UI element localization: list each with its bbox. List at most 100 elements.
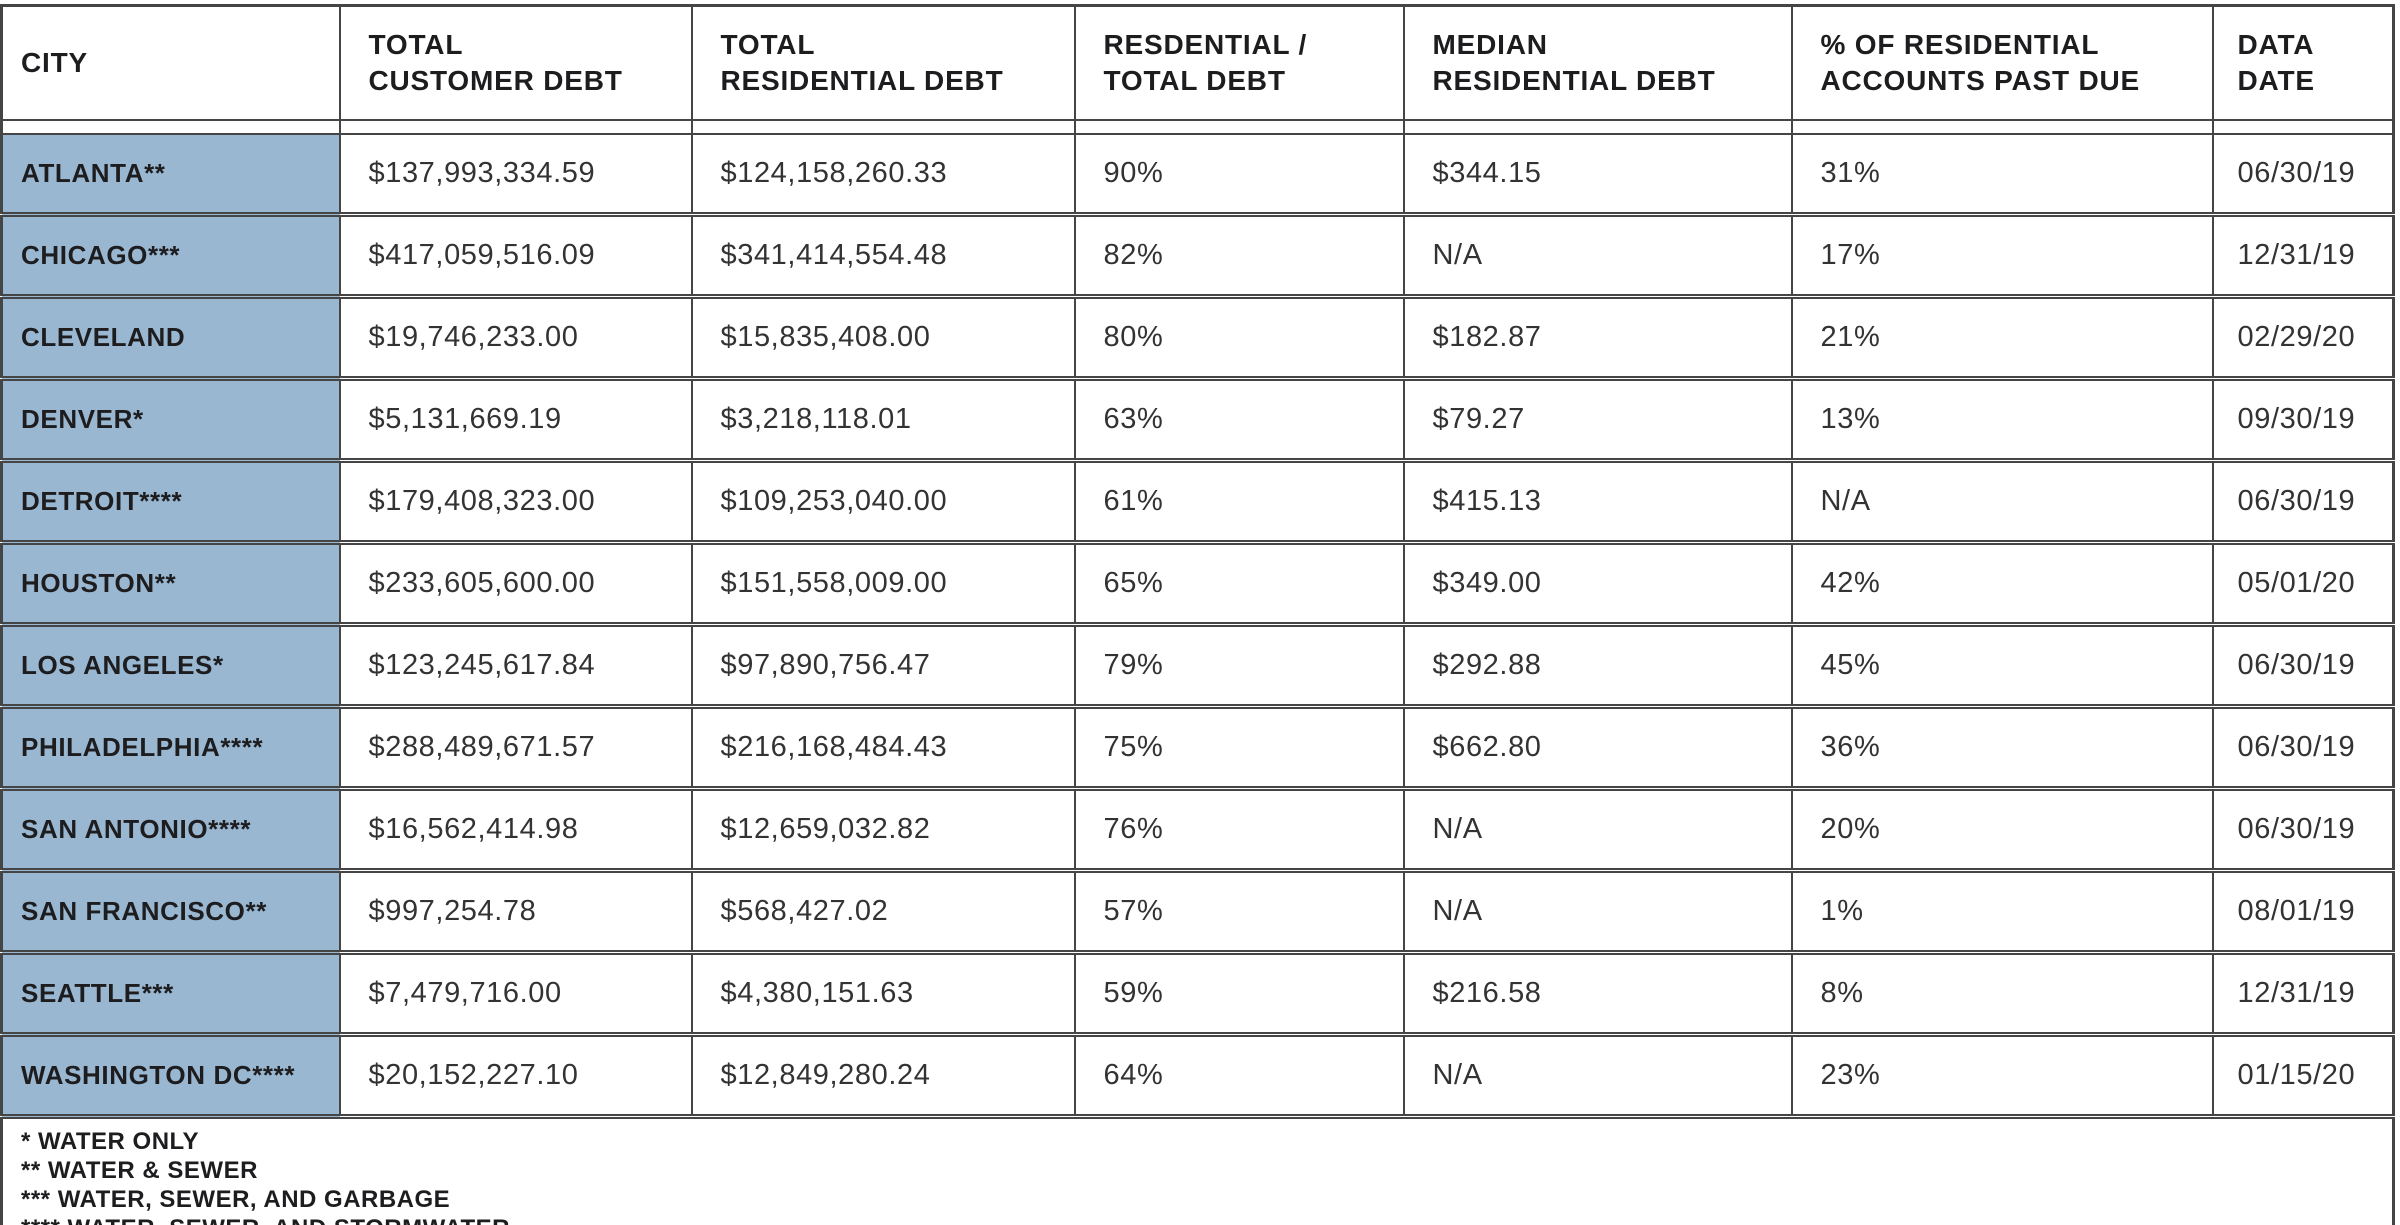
cell-total-residential-debt: $216,168,484.43 <box>690 705 1076 791</box>
cell-data-date: 09/30/19 <box>2211 377 2395 463</box>
cell-data-date: 12/31/19 <box>2211 213 2395 299</box>
cell-total-residential-debt: $124,158,260.33 <box>690 133 1076 217</box>
column-header-data-date: DATA DATE <box>2211 4 2395 121</box>
footnote-water-sewer-garbage: *** WATER, SEWER, AND GARBAGE <box>21 1185 451 1213</box>
cell-pct-past-due: 1% <box>1790 869 2214 955</box>
cell-median-residential-debt: N/A <box>1402 1033 1793 1119</box>
table-row-cleveland: CLEVELAND $19,746,233.00 $15,835,408.00 … <box>0 295 2395 381</box>
header-line: DATA <box>2237 29 2315 60</box>
table-row-washington-dc: WASHINGTON DC**** $20,152,227.10 $12,849… <box>0 1033 2395 1119</box>
cell-total-customer-debt: $123,245,617.84 <box>338 623 693 709</box>
footnotes-row: * WATER ONLY ** WATER & SEWER *** WATER,… <box>0 1115 2395 1225</box>
cell-total-customer-debt: $7,479,716.00 <box>338 951 693 1037</box>
cell-city: SEATTLE*** <box>0 951 341 1037</box>
cell-residential-total-debt: 64% <box>1073 1033 1405 1119</box>
header-line: % OF RESIDENTIAL <box>1820 29 2100 60</box>
table-row-seattle: SEATTLE*** $7,479,716.00 $4,380,151.63 5… <box>0 951 2395 1037</box>
city-debt-table: CITY TOTAL CUSTOMER DEBT TOTAL RESIDENTI… <box>0 4 2395 1225</box>
cell-data-date: 06/30/19 <box>2211 623 2395 709</box>
cell-pct-past-due: 8% <box>1790 951 2214 1037</box>
footnote-water-only: * WATER ONLY <box>21 1127 200 1155</box>
cell-total-residential-debt: $12,659,032.82 <box>690 787 1076 873</box>
cell-data-date: 12/31/19 <box>2211 951 2395 1037</box>
cell-total-residential-debt: $12,849,280.24 <box>690 1033 1076 1119</box>
column-header-total-residential-debt: TOTAL RESIDENTIAL DEBT <box>690 4 1076 121</box>
cell-total-residential-debt: $15,835,408.00 <box>690 295 1076 381</box>
cell-median-residential-debt: $292.88 <box>1402 623 1793 709</box>
cell-median-residential-debt: $415.13 <box>1402 459 1793 545</box>
cell-total-customer-debt: $16,562,414.98 <box>338 787 693 873</box>
cell-residential-total-debt: 61% <box>1073 459 1405 545</box>
cell-pct-past-due: 36% <box>1790 705 2214 791</box>
cell-data-date: 05/01/20 <box>2211 541 2395 627</box>
cell-data-date: 06/30/19 <box>2211 705 2395 791</box>
cell-median-residential-debt: $182.87 <box>1402 295 1793 381</box>
cell-city: DETROIT**** <box>0 459 341 545</box>
cell-total-customer-debt: $233,605,600.00 <box>338 541 693 627</box>
header-line: MEDIAN <box>1432 29 1548 60</box>
header-body-gap <box>0 120 2395 134</box>
cell-data-date: 02/29/20 <box>2211 295 2395 381</box>
header-line: TOTAL <box>720 29 816 60</box>
cell-total-customer-debt: $5,131,669.19 <box>338 377 693 463</box>
cell-pct-past-due: 13% <box>1790 377 2214 463</box>
cell-total-customer-debt: $137,993,334.59 <box>338 133 693 217</box>
cell-pct-past-due: N/A <box>1790 459 2214 545</box>
column-header-total-customer-debt: TOTAL CUSTOMER DEBT <box>338 4 693 121</box>
cell-city: DENVER* <box>0 377 341 463</box>
cell-data-date: 06/30/19 <box>2211 459 2395 545</box>
header-line: RESIDENTIAL DEBT <box>720 65 1004 96</box>
cell-total-residential-debt: $3,218,118.01 <box>690 377 1076 463</box>
cell-total-customer-debt: $179,408,323.00 <box>338 459 693 545</box>
cell-total-residential-debt: $97,890,756.47 <box>690 623 1076 709</box>
cell-city: HOUSTON** <box>0 541 341 627</box>
table-row-philadelphia: PHILADELPHIA**** $288,489,671.57 $216,16… <box>0 705 2395 791</box>
cell-data-date: 06/30/19 <box>2211 787 2395 873</box>
table-row-chicago: CHICAGO*** $417,059,516.09 $341,414,554.… <box>0 213 2395 299</box>
table-row-atlanta: ATLANTA** $137,993,334.59 $124,158,260.3… <box>0 133 2395 217</box>
cell-total-customer-debt: $997,254.78 <box>338 869 693 955</box>
footnote-water-sewer: ** WATER & SEWER <box>21 1156 258 1184</box>
header-line: DATE <box>2237 65 2315 96</box>
cell-median-residential-debt: $662.80 <box>1402 705 1793 791</box>
cell-pct-past-due: 23% <box>1790 1033 2214 1119</box>
cell-total-residential-debt: $341,414,554.48 <box>690 213 1076 299</box>
cell-total-residential-debt: $568,427.02 <box>690 869 1076 955</box>
cell-city: WASHINGTON DC**** <box>0 1033 341 1119</box>
cell-total-customer-debt: $20,152,227.10 <box>338 1033 693 1119</box>
table-row-denver: DENVER* $5,131,669.19 $3,218,118.01 63% … <box>0 377 2395 463</box>
cell-city: SAN ANTONIO**** <box>0 787 341 873</box>
column-header-median-residential-debt: MEDIAN RESIDENTIAL DEBT <box>1402 4 1793 121</box>
cell-city: PHILADELPHIA**** <box>0 705 341 791</box>
column-header-residential-total-debt: RESDENTIAL / TOTAL DEBT <box>1073 4 1405 121</box>
cell-residential-total-debt: 79% <box>1073 623 1405 709</box>
cell-median-residential-debt: $349.00 <box>1402 541 1793 627</box>
cell-city: LOS ANGELES* <box>0 623 341 709</box>
cell-pct-past-due: 31% <box>1790 133 2214 217</box>
cell-data-date: 08/01/19 <box>2211 869 2395 955</box>
table-row-houston: HOUSTON** $233,605,600.00 $151,558,009.0… <box>0 541 2395 627</box>
cell-pct-past-due: 42% <box>1790 541 2214 627</box>
cell-residential-total-debt: 63% <box>1073 377 1405 463</box>
cell-residential-total-debt: 59% <box>1073 951 1405 1037</box>
header-line: CUSTOMER DEBT <box>368 65 623 96</box>
cell-residential-total-debt: 80% <box>1073 295 1405 381</box>
cell-median-residential-debt: $216.58 <box>1402 951 1793 1037</box>
cell-data-date: 01/15/20 <box>2211 1033 2395 1119</box>
cell-pct-past-due: 20% <box>1790 787 2214 873</box>
cell-total-residential-debt: $4,380,151.63 <box>690 951 1076 1037</box>
header-line: TOTAL <box>368 29 464 60</box>
cell-total-residential-debt: $109,253,040.00 <box>690 459 1076 545</box>
cell-data-date: 06/30/19 <box>2211 133 2395 217</box>
cell-total-customer-debt: $288,489,671.57 <box>338 705 693 791</box>
table-row-los-angeles: LOS ANGELES* $123,245,617.84 $97,890,756… <box>0 623 2395 709</box>
cell-median-residential-debt: $79.27 <box>1402 377 1793 463</box>
cell-residential-total-debt: 90% <box>1073 133 1405 217</box>
cell-city: ATLANTA** <box>0 133 341 217</box>
header-line: RESIDENTIAL DEBT <box>1432 65 1716 96</box>
cell-total-customer-debt: $417,059,516.09 <box>338 213 693 299</box>
cell-residential-total-debt: 57% <box>1073 869 1405 955</box>
cell-residential-total-debt: 65% <box>1073 541 1405 627</box>
table-row-san-francisco: SAN FRANCISCO** $997,254.78 $568,427.02 … <box>0 869 2395 955</box>
